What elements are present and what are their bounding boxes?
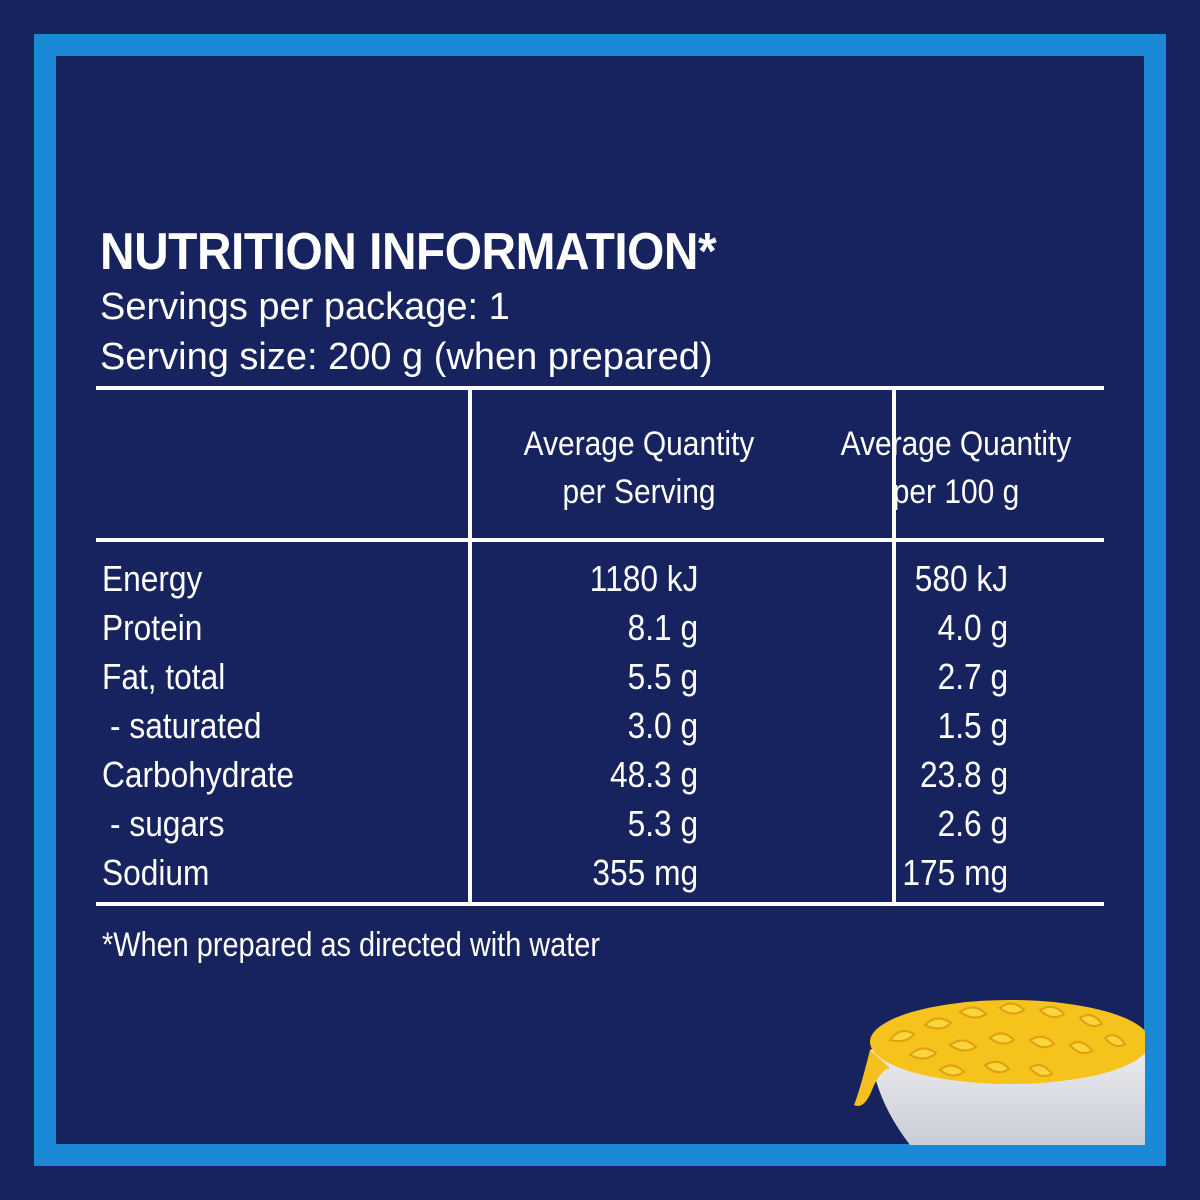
per-serving-value: 355 mg bbox=[592, 852, 698, 893]
column-header-per-serving: Average Quantity per Serving bbox=[498, 420, 780, 516]
per-100g-value: 580 kJ bbox=[914, 558, 1008, 599]
footnote: *When prepared as directed with water bbox=[102, 926, 600, 964]
table-row: Energy 1180 kJ 580 kJ bbox=[96, 554, 1104, 603]
row-label: Energy bbox=[102, 558, 203, 599]
table-header-rule bbox=[96, 538, 1104, 542]
per-serving-value: 5.3 g bbox=[627, 803, 698, 844]
per-100g-value: 175 mg bbox=[902, 852, 1008, 893]
nutrition-header: NUTRITION INFORMATION* Servings per pack… bbox=[100, 222, 1105, 382]
column-divider-2 bbox=[892, 386, 896, 906]
per-100g-value: 2.7 g bbox=[937, 656, 1008, 697]
row-label: Protein bbox=[102, 607, 203, 648]
column-header-line: Average Quantity bbox=[840, 425, 1072, 463]
per-100g-value: 23.8 g bbox=[919, 754, 1008, 795]
per-serving-value: 48.3 g bbox=[609, 754, 698, 795]
table-row: Sodium 355 mg 175 mg bbox=[96, 848, 1104, 897]
row-label: Carbohydrate bbox=[102, 754, 294, 795]
per-100g-value: 1.5 g bbox=[937, 705, 1008, 746]
column-header-line: per Serving bbox=[562, 473, 716, 511]
row-label: Sodium bbox=[102, 852, 210, 893]
row-label: Fat, total bbox=[102, 656, 226, 697]
table-row: Carbohydrate 48.3 g 23.8 g bbox=[96, 750, 1104, 799]
table-row: - sugars 5.3 g 2.6 g bbox=[96, 799, 1104, 848]
table-top-rule bbox=[96, 386, 1104, 390]
per-serving-value: 1180 kJ bbox=[589, 558, 698, 599]
column-header-line: Average Quantity bbox=[523, 425, 755, 463]
page-title: NUTRITION INFORMATION* bbox=[100, 223, 717, 281]
table-row: Protein 8.1 g 4.0 g bbox=[96, 603, 1104, 652]
mac-and-cheese-bowl-icon bbox=[854, 1000, 1145, 1145]
per-100g-value: 4.0 g bbox=[937, 607, 1008, 648]
servings-per-package: Servings per package: 1 bbox=[100, 286, 510, 328]
per-100g-value: 2.6 g bbox=[937, 803, 1008, 844]
column-divider-1 bbox=[468, 386, 472, 906]
table-row: - saturated 3.0 g 1.5 g bbox=[96, 701, 1104, 750]
table-row: Fat, total 5.5 g 2.7 g bbox=[96, 652, 1104, 701]
panel-frame bbox=[34, 34, 1166, 1166]
table-body: Energy 1180 kJ 580 kJ Protein 8.1 g 4.0 … bbox=[96, 554, 1104, 897]
row-label: - saturated bbox=[110, 705, 262, 746]
per-serving-value: 8.1 g bbox=[627, 607, 698, 648]
table-bottom-rule bbox=[96, 902, 1104, 906]
nutrition-table: Average Quantity per Serving Average Qua… bbox=[96, 386, 1104, 906]
column-header-per-100g: Average Quantity per 100 g bbox=[815, 420, 1097, 516]
per-serving-value: 5.5 g bbox=[627, 656, 698, 697]
row-label: - sugars bbox=[110, 803, 225, 844]
column-header-line: per 100 g bbox=[892, 473, 1020, 511]
per-serving-value: 3.0 g bbox=[627, 705, 698, 746]
serving-size: Serving size: 200 g (when prepared) bbox=[100, 336, 713, 378]
